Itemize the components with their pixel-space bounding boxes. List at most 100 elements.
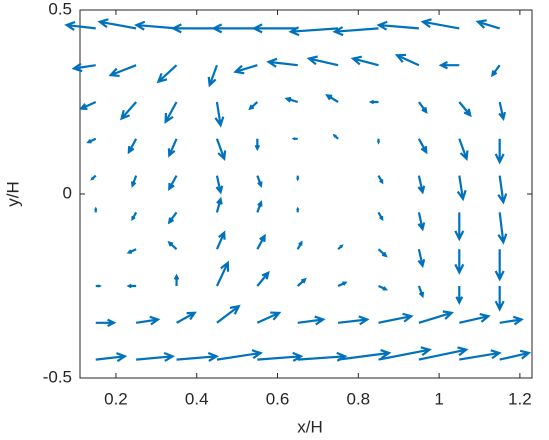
- arrow: [233, 64, 258, 75]
- arrow: [499, 349, 532, 361]
- x-tick-label: 0.8: [346, 389, 370, 408]
- arrow: [296, 206, 300, 213]
- arrow: [418, 101, 428, 114]
- arrow: [95, 318, 117, 327]
- arrow: [90, 174, 97, 181]
- arrow: [490, 64, 501, 78]
- arrow: [332, 26, 379, 37]
- arrow: [257, 351, 304, 362]
- arrow: [325, 94, 339, 103]
- arrow: [417, 212, 426, 232]
- arrow: [168, 175, 178, 192]
- arrow: [156, 64, 178, 84]
- arrow: [216, 304, 241, 324]
- arrow: [126, 283, 137, 289]
- x-tick-label: 1: [434, 389, 443, 408]
- y-tick-label: 0: [63, 183, 72, 202]
- arrow: [284, 96, 299, 104]
- arrow: [494, 138, 505, 165]
- arrow: [337, 281, 348, 288]
- arrow: [167, 240, 178, 251]
- arrow: [215, 196, 223, 213]
- arrow: [418, 346, 469, 361]
- arrow: [173, 273, 180, 286]
- arrow: [167, 211, 178, 225]
- arrow: [176, 351, 219, 362]
- x-tick-label: 0.4: [185, 389, 209, 408]
- x-axis-label: x/H: [297, 417, 323, 436]
- arrow: [215, 230, 226, 250]
- arrow: [438, 61, 460, 70]
- arrow: [256, 311, 282, 324]
- plot-frame: [79, 9, 533, 379]
- arrow: [417, 248, 426, 269]
- arrow: [459, 349, 502, 361]
- arrow: [497, 212, 508, 245]
- arrow: [498, 101, 507, 121]
- arrow: [256, 233, 266, 250]
- arrow: [251, 23, 298, 34]
- arrow: [377, 211, 384, 222]
- arrow: [266, 57, 298, 68]
- x-tick-label: 1.2: [508, 389, 532, 408]
- arrow: [164, 101, 178, 125]
- arrow: [494, 249, 505, 282]
- arrow: [64, 20, 96, 31]
- arrow: [475, 19, 501, 30]
- arrow: [215, 138, 227, 161]
- arrow: [126, 248, 137, 254]
- arrow: [350, 55, 379, 67]
- arrow: [296, 240, 303, 250]
- arrow: [297, 315, 326, 326]
- arrow: [417, 175, 426, 195]
- y-tick-label: -0.5: [43, 367, 72, 386]
- arrow: [420, 18, 460, 30]
- arrow: [176, 311, 197, 324]
- arrow: [332, 133, 339, 140]
- arrow: [71, 62, 96, 73]
- arrow: [211, 23, 258, 34]
- arrow: [459, 312, 491, 324]
- arrow: [95, 352, 128, 363]
- arrow: [127, 138, 138, 155]
- arrow: [131, 211, 138, 222]
- arrow: [215, 260, 230, 287]
- arrow: [136, 352, 175, 362]
- arrow: [248, 101, 259, 111]
- arrow: [494, 286, 505, 312]
- arrow: [458, 138, 469, 161]
- arrow: [215, 175, 224, 195]
- arrow: [378, 346, 432, 361]
- arrow: [454, 249, 465, 275]
- x-tick-label: 0.6: [266, 389, 290, 408]
- arrow: [376, 20, 419, 31]
- arrow: [337, 244, 344, 251]
- arrow: [417, 285, 425, 299]
- arrow: [130, 175, 138, 188]
- arrow: [306, 55, 339, 67]
- x-tick-label: 0.2: [104, 389, 128, 408]
- arrow: [497, 175, 508, 205]
- arrow: [167, 138, 178, 158]
- arrow: [454, 212, 465, 242]
- arrow: [394, 53, 420, 67]
- arrow: [499, 315, 524, 326]
- arrow: [378, 284, 389, 291]
- arrow: [337, 349, 392, 361]
- arrow: [296, 175, 300, 182]
- arrow: [377, 248, 388, 258]
- arrow: [288, 26, 339, 37]
- arrow: [456, 175, 467, 202]
- arrow: [78, 100, 97, 110]
- y-tick-label: 0.5: [48, 0, 72, 18]
- arrow: [134, 20, 177, 31]
- arrow: [254, 138, 261, 152]
- arrow: [108, 64, 137, 78]
- arrow: [417, 138, 428, 155]
- arrow: [135, 315, 161, 326]
- arrow: [458, 101, 472, 118]
- arrow: [95, 284, 102, 288]
- arrow: [94, 206, 98, 213]
